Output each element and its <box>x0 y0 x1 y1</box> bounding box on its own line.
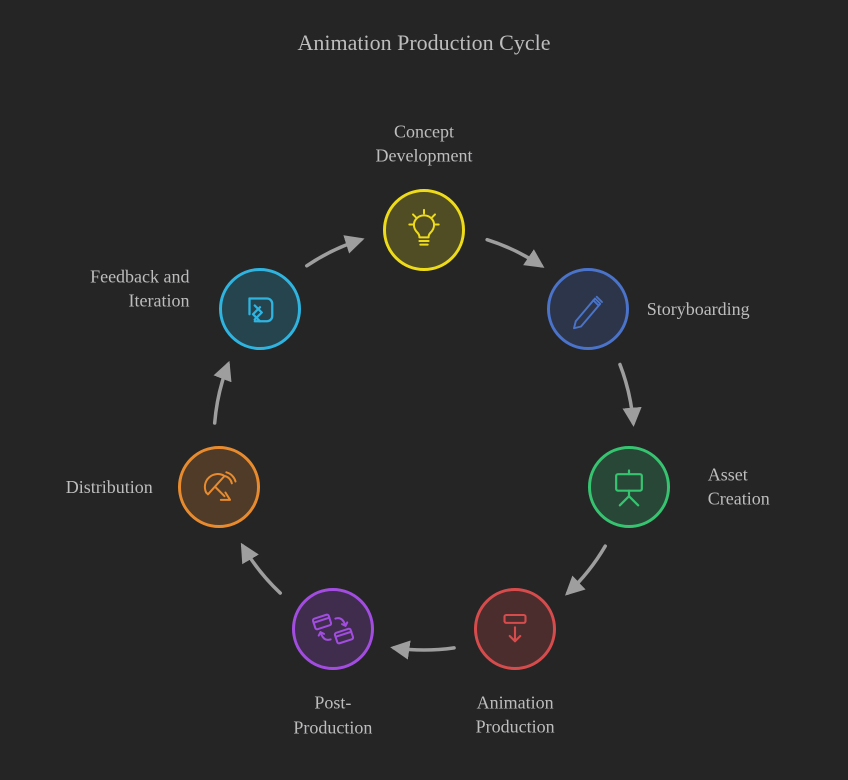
arrow-0 <box>487 240 541 266</box>
arrow-2 <box>568 546 605 593</box>
label-feedback: Feedback and Iteration <box>90 265 189 314</box>
arrow-5 <box>215 364 228 423</box>
label-storyboard: Storyboarding <box>647 297 750 321</box>
label-post: Post- Production <box>293 691 372 740</box>
label-asset: Asset Creation <box>708 462 770 511</box>
cycle-arrows <box>0 0 848 780</box>
arrow-6 <box>307 240 361 266</box>
label-concept: Concept Development <box>376 120 473 169</box>
arrow-1 <box>620 364 633 423</box>
arrow-3 <box>394 648 454 650</box>
arrow-4 <box>243 546 280 593</box>
label-dist: Distribution <box>66 475 153 499</box>
label-animprod: Animation Production <box>476 691 555 740</box>
